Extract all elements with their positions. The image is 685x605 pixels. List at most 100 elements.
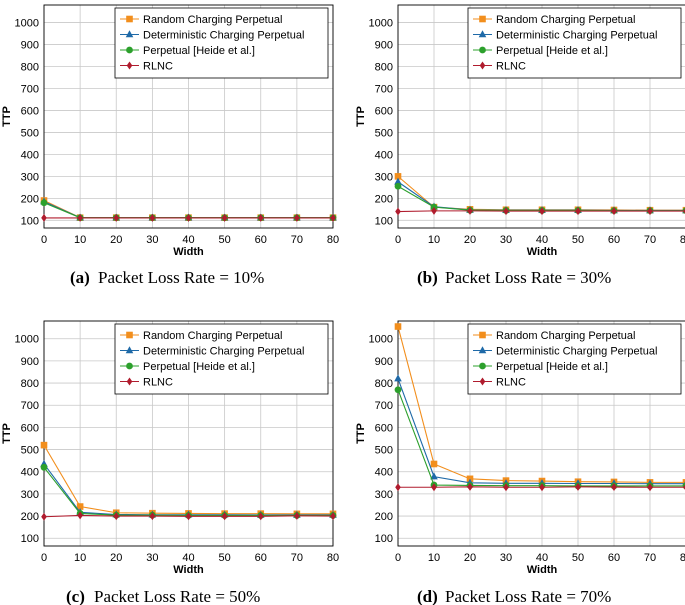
x-tick-label: 30 (146, 552, 158, 564)
data-point (503, 207, 509, 216)
plot-frame (397, 320, 685, 547)
legend-box (114, 7, 329, 79)
data-point (394, 323, 402, 330)
legend-label: Deterministic Charging Perpetual (496, 30, 657, 42)
x-tick-label: 40 (182, 234, 194, 246)
x-tick-label: 10 (428, 552, 440, 564)
legend-marker (126, 15, 133, 23)
legend-label: Deterministic Charging Perpetual (496, 346, 657, 358)
legend: Random Charging Perpetual Deterministic C… (114, 323, 329, 395)
x-tick-label: 10 (428, 234, 440, 246)
data-point (611, 207, 617, 216)
data-point (395, 207, 401, 216)
data-point (76, 503, 84, 510)
data-point (257, 512, 264, 521)
x-tick-label: 0 (41, 234, 47, 246)
y-tick-label: 200 (21, 511, 39, 523)
x-tick-label: 60 (608, 234, 620, 246)
x-tick-label: 20 (110, 552, 122, 564)
caption-letter: (c) (66, 587, 85, 605)
x-tick-label: 30 (500, 552, 512, 564)
x-axis-label: Width (173, 246, 204, 258)
data-point (113, 512, 120, 521)
panel-caption: (c) Packet Loss Rate = 50% (66, 587, 260, 605)
series-rlnc (395, 482, 685, 492)
chart-panel-2: 0 10 20 30 40 50 60 70 80 100 200 300 400 500 600 700 80… (355, 4, 685, 287)
legend-box (114, 323, 329, 395)
y-axis-label: TTP (1, 423, 13, 444)
data-point (611, 483, 617, 492)
y-tick-label: 900 (21, 40, 39, 52)
legend-label: RLNC (143, 61, 173, 73)
plot-frame (397, 4, 685, 229)
caption-letter: (d) (417, 587, 438, 605)
data-point (431, 483, 437, 492)
caption-text: Packet Loss Rate = 30% (445, 268, 611, 287)
y-tick-label: 100 (375, 533, 393, 545)
legend-label: Perpetual [Heide et al.] (496, 361, 608, 373)
x-tick-label: 20 (110, 234, 122, 246)
data-point (149, 512, 156, 521)
legend-marker (479, 331, 486, 339)
data-point (40, 463, 48, 471)
data-point (149, 213, 156, 222)
x-tick-label: 70 (291, 552, 303, 564)
series-line (397, 181, 685, 211)
y-tick-label: 400 (375, 149, 393, 161)
data-point (394, 374, 402, 382)
x-tick-label: 60 (255, 552, 267, 564)
y-tick-label: 1000 (369, 334, 393, 346)
y-tick-label: 200 (375, 193, 393, 205)
y-tick-label: 500 (21, 127, 39, 139)
series-rlnc (395, 206, 685, 216)
y-tick-label: 100 (375, 215, 393, 227)
data-point (647, 207, 653, 216)
y-tick-label: 500 (375, 445, 393, 457)
series-line (397, 175, 685, 211)
x-tick-label: 80 (327, 234, 339, 246)
y-tick-label: 400 (21, 467, 39, 479)
x-tick-label: 50 (219, 234, 231, 246)
data-point (41, 512, 47, 521)
data-point (430, 460, 438, 468)
y-tick-label: 800 (21, 62, 39, 74)
y-tick-label: 300 (21, 489, 39, 501)
x-tick-label: 80 (680, 234, 685, 246)
data-point (330, 213, 336, 222)
data-point (682, 479, 685, 486)
y-tick-label: 900 (375, 40, 393, 52)
data-point (257, 213, 264, 222)
data-point (77, 213, 83, 222)
legend-marker (126, 362, 133, 370)
series-rlnc (41, 511, 336, 521)
legend-marker (479, 362, 486, 370)
data-point (394, 386, 402, 394)
data-point (394, 182, 402, 190)
data-point (539, 483, 545, 492)
legend-marker (126, 331, 133, 339)
y-tick-label: 600 (375, 422, 393, 434)
x-tick-label: 50 (572, 552, 584, 564)
caption-text: Packet Loss Rate = 10% (98, 268, 264, 287)
y-tick-label: 400 (375, 467, 393, 479)
caption-text: Packet Loss Rate = 70% (445, 587, 611, 605)
y-tick-label: 800 (21, 378, 39, 390)
x-tick-label: 50 (219, 552, 231, 564)
x-tick-label: 80 (327, 552, 339, 564)
y-tick-label: 700 (21, 400, 39, 412)
x-tick-label: 80 (680, 552, 685, 564)
x-tick-label: 60 (255, 234, 267, 246)
x-tick-label: 40 (536, 552, 548, 564)
chart-panel-1: 0 10 20 30 40 50 60 70 80 100 200 300 400 500 600 700 80… (1, 4, 339, 287)
data-point (41, 213, 47, 222)
data-point (395, 483, 401, 492)
legend-marker (479, 377, 486, 386)
caption-letter: (a) (70, 268, 90, 287)
x-tick-label: 20 (464, 234, 476, 246)
y-tick-label: 300 (375, 171, 393, 183)
legend-label: Random Charging Perpetual (496, 14, 635, 26)
legend-label: Random Charging Perpetual (496, 330, 635, 342)
legend-marker (126, 61, 133, 70)
y-tick-label: 800 (375, 62, 393, 74)
legend-label: Random Charging Perpetual (143, 330, 282, 342)
